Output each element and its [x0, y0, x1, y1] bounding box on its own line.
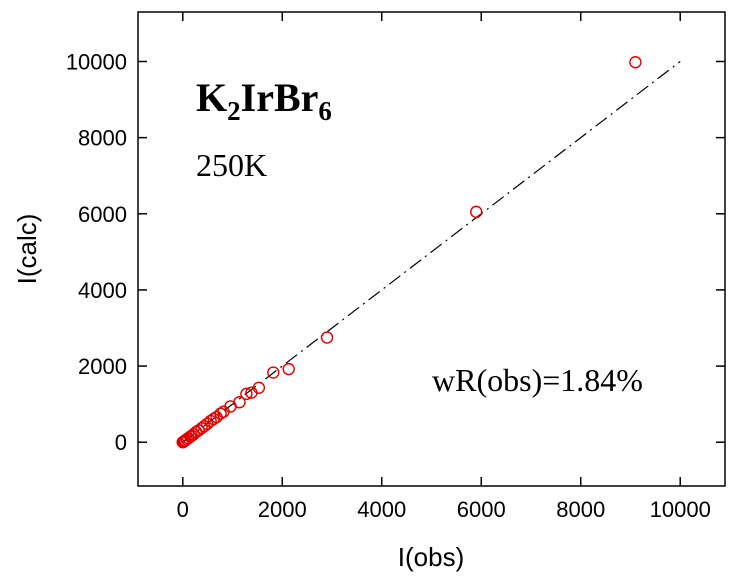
y-axis-title: I(calc) — [12, 214, 42, 285]
x-tick-label: 4000 — [357, 497, 406, 522]
wr-label: wR(obs)=1.84% — [432, 362, 643, 398]
data-point — [282, 362, 295, 376]
data-point — [245, 386, 258, 399]
y-tick-label: 0 — [115, 430, 127, 455]
data-point — [210, 410, 223, 424]
y-tick-label: 2000 — [78, 354, 127, 379]
temperature-label: 250K — [196, 147, 267, 183]
y-tick-label: 8000 — [78, 126, 127, 151]
y-tick-label: 4000 — [78, 278, 127, 303]
reference-line — [182, 61, 681, 443]
data-point — [470, 205, 483, 219]
x-tick-label: 10000 — [650, 497, 711, 522]
data-point — [629, 56, 642, 69]
plot-frame — [137, 11, 726, 487]
data-point — [180, 433, 193, 446]
y-tick-label: 10000 — [66, 49, 127, 74]
data-point — [240, 387, 253, 401]
data-points — [176, 56, 642, 449]
x-tick-label: 6000 — [457, 497, 506, 522]
data-point — [320, 331, 334, 344]
x-tick-label: 2000 — [258, 497, 307, 522]
data-point — [267, 366, 280, 379]
compound-formula: K2IrBr6 — [196, 75, 332, 126]
x-tick-label: 0 — [177, 497, 189, 522]
axis-tick-labels: 0 2000 4000 6000 8000 10000 0 2000 4000 6000 8000 1… — [66, 49, 711, 522]
x-axis-title: I(obs) — [398, 542, 464, 572]
x-tick-label: 8000 — [556, 497, 605, 522]
y-tick-label: 6000 — [78, 202, 127, 227]
axis-ticks — [138, 12, 725, 486]
data-point — [176, 436, 189, 449]
